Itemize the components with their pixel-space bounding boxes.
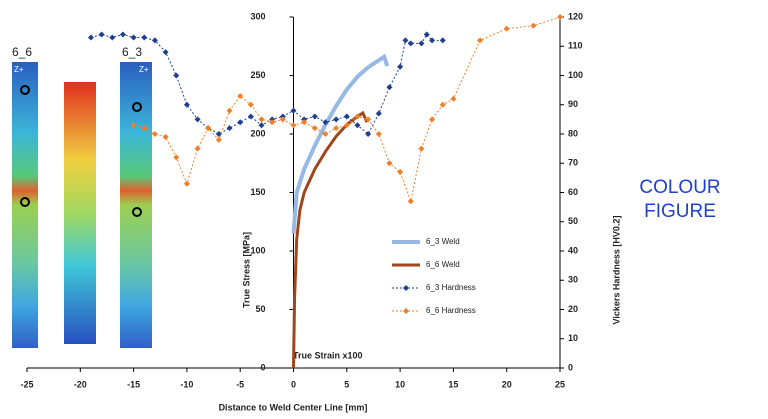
image-label: 6_3 xyxy=(122,45,142,59)
point xyxy=(376,131,382,137)
series-line xyxy=(294,113,368,368)
point xyxy=(131,34,137,40)
side-label: COLOUR xyxy=(639,177,720,198)
legend-marker xyxy=(403,285,409,291)
point xyxy=(429,116,435,122)
strain-image xyxy=(120,62,152,348)
point xyxy=(418,146,424,152)
x-tick-label: 5 xyxy=(344,379,349,389)
point xyxy=(557,14,563,20)
series-line xyxy=(294,57,388,234)
point xyxy=(109,34,115,40)
point xyxy=(312,113,318,119)
y2-tick-label: 0 xyxy=(568,362,573,372)
point xyxy=(216,131,222,137)
legend-label: 6_3 Weld xyxy=(426,237,460,246)
x-tick-label: -25 xyxy=(20,379,33,389)
annotation: True Strain x100 xyxy=(293,350,363,360)
x-tick-label: -5 xyxy=(236,379,244,389)
point xyxy=(477,37,483,43)
point xyxy=(408,198,414,204)
point xyxy=(163,49,169,55)
legend-label: 6_6 Hardness xyxy=(426,306,476,315)
point xyxy=(291,108,297,114)
point xyxy=(440,37,446,43)
point xyxy=(440,102,446,108)
x-tick-label: -15 xyxy=(127,379,140,389)
point xyxy=(333,116,339,122)
point xyxy=(291,122,297,128)
y2-tick-label: 30 xyxy=(568,275,578,285)
x-tick-label: 20 xyxy=(502,379,512,389)
point xyxy=(408,40,414,46)
point xyxy=(530,23,536,29)
y-tick-label: 150 xyxy=(250,187,265,197)
point xyxy=(88,34,94,40)
point xyxy=(216,137,222,143)
point xyxy=(237,119,243,125)
legend-label: 6_3 Hardness xyxy=(426,283,476,292)
point xyxy=(397,64,403,70)
colorbar xyxy=(64,82,96,344)
y2-tick-label: 80 xyxy=(568,128,578,138)
y-tick-label: 300 xyxy=(250,11,265,21)
point xyxy=(312,125,318,131)
series-line xyxy=(134,17,560,201)
point xyxy=(424,32,430,38)
x-tick-label: -10 xyxy=(180,379,193,389)
chart: 6_6 6_3 Z+ Z+ COLOUR FIGURE True Strain … xyxy=(0,0,768,419)
y2-tick-label: 10 xyxy=(568,333,578,343)
point xyxy=(184,181,190,187)
point xyxy=(173,73,179,79)
y-tick-label: 0 xyxy=(260,362,265,372)
side-label: FIGURE xyxy=(644,201,716,222)
point xyxy=(227,125,233,131)
y-axis-title: True Stress [MPa] xyxy=(241,232,251,308)
x-axis-title: Distance to Weld Center Line [mm] xyxy=(219,402,368,412)
point xyxy=(504,26,510,32)
point xyxy=(376,111,382,117)
y2-tick-label: 50 xyxy=(568,216,578,226)
point xyxy=(99,32,105,38)
y2-axis-title: Vickers Hardness [HV0.2] xyxy=(611,216,621,325)
page: 6_6 6_3 Z+ Z+ COLOUR FIGURE True Strain … xyxy=(0,0,768,419)
y2-tick-label: 20 xyxy=(568,304,578,314)
point xyxy=(344,113,350,119)
point xyxy=(173,154,179,160)
y2-tick-label: 60 xyxy=(568,187,578,197)
y2-tick-label: 100 xyxy=(568,70,583,80)
point xyxy=(195,146,201,152)
legend-label: 6_6 Weld xyxy=(426,260,460,269)
point xyxy=(402,37,408,43)
y-tick-label: 100 xyxy=(250,245,265,255)
point xyxy=(152,131,158,137)
image-label: 6_6 xyxy=(12,45,32,59)
y2-tick-label: 110 xyxy=(568,41,583,51)
x-tick-label: 15 xyxy=(448,379,458,389)
axis-tag: Z+ xyxy=(139,65,149,74)
y2-tick-label: 90 xyxy=(568,99,578,109)
y-tick-label: 200 xyxy=(250,128,265,138)
y2-tick-label: 120 xyxy=(568,11,583,21)
point xyxy=(259,116,265,122)
legend-marker xyxy=(403,308,409,314)
x-tick-label: 25 xyxy=(555,379,565,389)
x-tick-label: 10 xyxy=(395,379,405,389)
point xyxy=(227,108,233,114)
y-tick-label: 50 xyxy=(255,304,265,314)
point xyxy=(386,84,392,90)
x-tick-label: 0 xyxy=(291,379,296,389)
y2-tick-label: 40 xyxy=(568,245,578,255)
y2-tick-label: 70 xyxy=(568,158,578,168)
point xyxy=(248,113,254,119)
axis-tag: Z+ xyxy=(14,65,24,74)
point xyxy=(450,96,456,102)
y-tick-label: 250 xyxy=(250,70,265,80)
point xyxy=(333,125,339,131)
point xyxy=(141,34,147,40)
point xyxy=(120,32,126,38)
point xyxy=(418,40,424,46)
point xyxy=(163,134,169,140)
x-tick-label: -20 xyxy=(74,379,87,389)
